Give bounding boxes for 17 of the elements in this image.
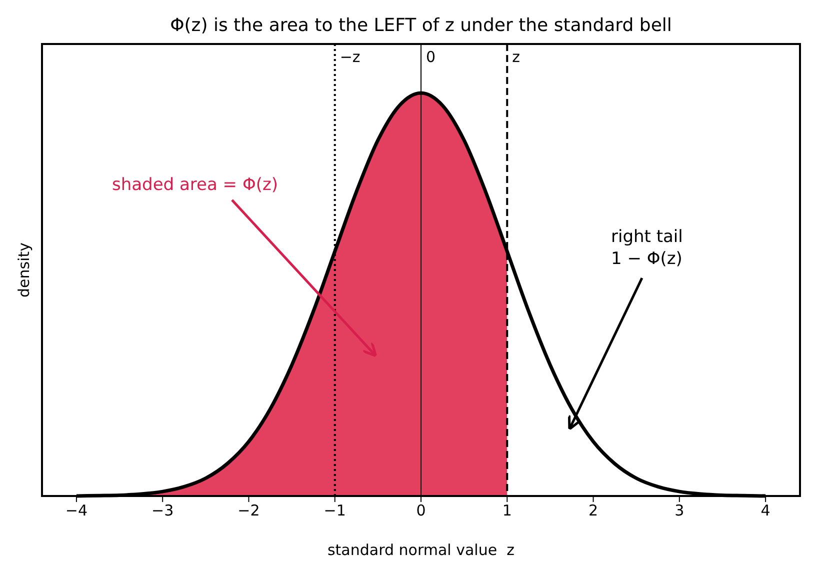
ref-line-label: z — [512, 48, 520, 66]
x-tick-label: 4 — [760, 502, 770, 520]
annotation: right tail 1 − Φ(z) — [611, 227, 683, 269]
y-axis-title: density — [15, 242, 33, 298]
ref-line-label: −z — [340, 48, 360, 66]
x-tick-label: −4 — [65, 502, 88, 520]
ref-line-label: 0 — [426, 48, 436, 66]
annotation: shaded area = Φ(z) — [112, 175, 278, 195]
x-tick-label: 1 — [502, 502, 512, 520]
x-tick-label: −2 — [238, 502, 260, 520]
x-tick-label: 0 — [416, 502, 426, 520]
x-tick-label: 2 — [588, 502, 598, 520]
chart-title: Φ(z) is the area to the LEFT of z under the standard bell — [170, 15, 672, 36]
x-tick-label: −3 — [152, 502, 174, 520]
x-tick-label: 3 — [674, 502, 684, 520]
x-axis-title: standard normal value z — [327, 541, 515, 559]
x-tick-label: −1 — [324, 502, 346, 520]
